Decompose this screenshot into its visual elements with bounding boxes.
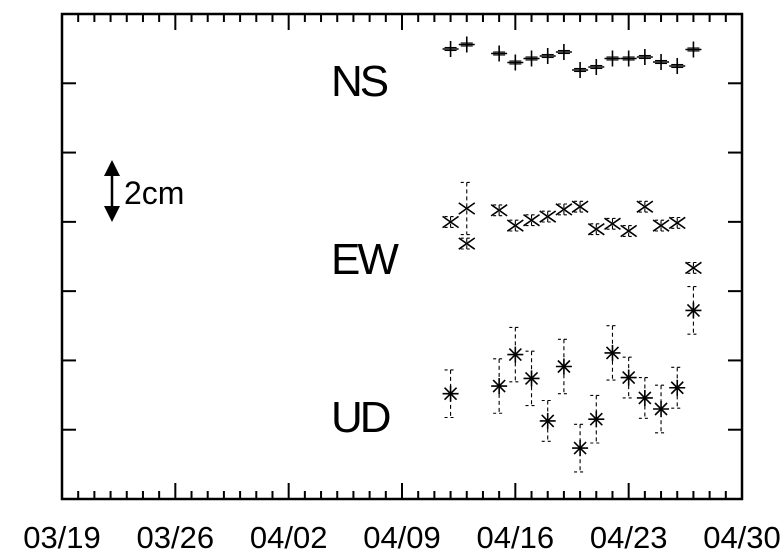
ns-point-7 bbox=[572, 62, 589, 78]
plot-frame bbox=[60, 12, 744, 501]
series-layer bbox=[442, 36, 702, 473]
ew-point-7-marker-d2 bbox=[555, 203, 573, 216]
series-ud bbox=[442, 286, 702, 473]
ew-point-0 bbox=[442, 215, 460, 229]
ud-point-4 bbox=[539, 399, 556, 442]
ew-point-2 bbox=[458, 237, 476, 250]
x-tick-label-1: 03/26 bbox=[137, 520, 215, 555]
ns-point-4 bbox=[523, 50, 540, 67]
ew-point-3-marker-d2 bbox=[490, 204, 508, 217]
ew-point-10 bbox=[604, 217, 621, 231]
ew-point-6 bbox=[539, 210, 557, 223]
ud-point-2-marker-d2 bbox=[508, 348, 522, 362]
ud-point-1-marker-d2 bbox=[492, 379, 506, 393]
ew-point-12-marker-d2 bbox=[636, 200, 654, 213]
ns-point-13 bbox=[669, 58, 686, 74]
ew-point-4 bbox=[506, 219, 524, 232]
ew-point-0-marker-d2 bbox=[442, 215, 460, 229]
ns-point-3 bbox=[507, 54, 524, 71]
ud-point-9-marker-d2 bbox=[622, 370, 636, 385]
ew-point-5-marker-d2 bbox=[523, 213, 540, 227]
ud-point-8-marker-d2 bbox=[605, 346, 620, 360]
ew-point-9 bbox=[587, 222, 605, 236]
scale-bar-arrow-up-icon bbox=[104, 160, 120, 176]
ud-point-2 bbox=[507, 326, 524, 383]
x-tick-label-6: 04/30 bbox=[703, 520, 780, 555]
ns-point-2 bbox=[491, 45, 508, 62]
ns-point-6 bbox=[555, 44, 572, 60]
ud-point-1 bbox=[491, 358, 508, 414]
ew-point-1-marker-d2 bbox=[458, 202, 476, 215]
ew-point-1 bbox=[458, 181, 476, 236]
ew-point-7 bbox=[555, 203, 573, 216]
ew-point-13 bbox=[652, 219, 670, 232]
ud-point-13 bbox=[685, 286, 702, 335]
ud-point-9 bbox=[620, 356, 637, 399]
axis-ticks bbox=[61, 14, 743, 499]
ud-point-6 bbox=[572, 423, 589, 473]
ew-point-8 bbox=[571, 200, 589, 213]
series-label-ns: NS bbox=[331, 57, 388, 106]
ns-point-1 bbox=[458, 36, 475, 53]
x-tick-label-5: 04/23 bbox=[590, 520, 668, 555]
ew-point-15 bbox=[684, 261, 702, 275]
ud-point-5-marker-d2 bbox=[557, 359, 571, 374]
ew-point-15-marker-d2 bbox=[684, 261, 702, 275]
ew-point-13-marker-d2 bbox=[652, 219, 670, 232]
ud-point-0 bbox=[442, 369, 459, 419]
ew-point-4-marker-d2 bbox=[506, 219, 524, 232]
x-tick-label-2: 04/02 bbox=[250, 520, 328, 555]
scale-bar: 2cm bbox=[104, 160, 184, 222]
ud-point-13-marker-d2 bbox=[686, 303, 700, 317]
ud-point-11-marker-d2 bbox=[654, 402, 668, 416]
ud-point-12 bbox=[669, 366, 686, 409]
ew-point-9-marker-d2 bbox=[587, 222, 605, 236]
x-tick-label-0: 03/19 bbox=[23, 520, 101, 555]
ew-point-14-marker-d2 bbox=[668, 216, 686, 230]
ud-point-4-marker-d2 bbox=[541, 414, 555, 428]
ud-point-10-marker-d2 bbox=[638, 391, 652, 405]
x-tick-label-4: 04/16 bbox=[477, 520, 555, 555]
ns-point-8 bbox=[588, 59, 605, 75]
ud-point-3 bbox=[523, 350, 540, 407]
ns-point-12 bbox=[653, 54, 670, 70]
series-label-ud: UD bbox=[331, 393, 390, 442]
ns-point-14 bbox=[685, 41, 702, 58]
ew-point-14 bbox=[668, 216, 686, 230]
x-tick-labels: 03/19 03/26 04/02 04/09 04/16 04/23 04/30 bbox=[23, 520, 780, 555]
ud-point-5 bbox=[555, 338, 572, 395]
ud-point-12-marker-d2 bbox=[670, 381, 684, 395]
ns-point-0 bbox=[442, 41, 459, 57]
ew-point-3 bbox=[490, 204, 508, 217]
ew-point-12 bbox=[636, 200, 654, 213]
ns-point-10 bbox=[620, 50, 637, 67]
ew-point-11-marker-d2 bbox=[620, 224, 638, 238]
ew-point-2-marker-d2 bbox=[458, 237, 476, 250]
ns-point-5 bbox=[539, 48, 556, 64]
series-label-ew: EW bbox=[331, 235, 399, 284]
ns-point-9 bbox=[604, 50, 621, 67]
ew-point-5 bbox=[523, 213, 540, 227]
scale-bar-arrow-down-icon bbox=[104, 206, 120, 222]
scale-bar-label: 2cm bbox=[124, 175, 184, 211]
ud-point-8 bbox=[604, 325, 621, 381]
ew-point-6-marker-d2 bbox=[539, 210, 557, 223]
ud-point-3-marker-d2 bbox=[524, 371, 539, 385]
ud-point-7 bbox=[588, 394, 605, 444]
ud-point-0-marker-d2 bbox=[444, 387, 458, 401]
series-ns bbox=[442, 36, 702, 78]
ud-point-10 bbox=[636, 376, 653, 419]
ud-point-6-marker-d2 bbox=[573, 441, 587, 455]
x-tick-label-3: 04/09 bbox=[363, 520, 441, 555]
ew-point-10-marker-d2 bbox=[604, 217, 621, 231]
ns-point-11 bbox=[636, 49, 653, 65]
ud-point-11 bbox=[653, 384, 670, 434]
ew-point-11 bbox=[620, 224, 638, 238]
ud-point-7-marker-d2 bbox=[589, 412, 603, 426]
ew-point-8-marker-d2 bbox=[571, 200, 589, 213]
series-ew bbox=[442, 181, 702, 275]
